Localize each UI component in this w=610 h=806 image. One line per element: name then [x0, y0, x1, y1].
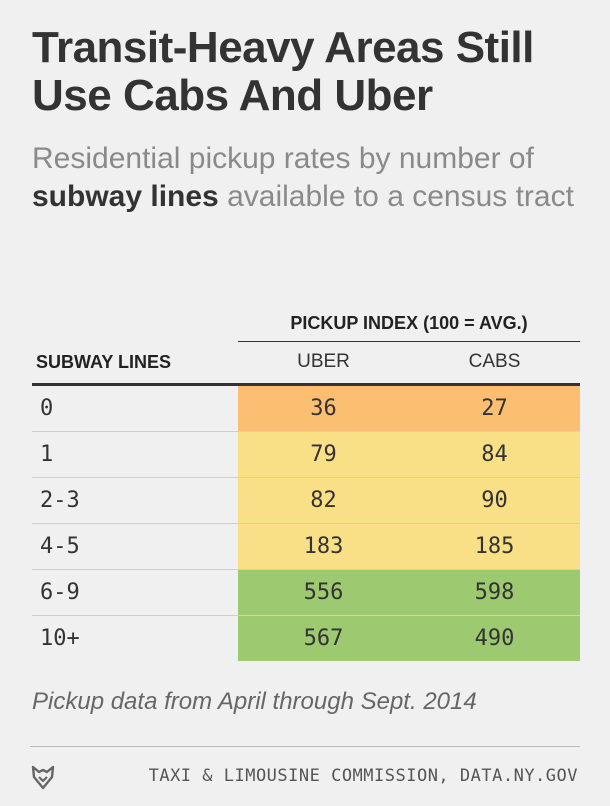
table-row: 2-3 82 90	[32, 478, 580, 524]
subway-lines-cell: 1	[40, 442, 54, 467]
uber-index-cell: 79	[310, 442, 337, 467]
table-row: 4-5 183 185	[32, 524, 580, 570]
fivethirtyeight-fox-icon	[31, 765, 55, 790]
pickup-index-table: PICKUP INDEX (100 = AVG.) SUBWAY LINES U…	[32, 305, 580, 665]
subway-lines-cell: 6-9	[40, 580, 80, 605]
uber-index-cell: 556	[303, 580, 344, 605]
cabs-index-cell: 185	[474, 534, 515, 559]
index-color-band	[238, 570, 580, 615]
cabs-index-cell: 27	[481, 396, 508, 421]
table-body: 0 36 27 1 79 84 2-3 82 90 4-5 183 185 6-9 556 598 10+ 56…	[32, 386, 580, 661]
uber-index-cell: 82	[310, 488, 337, 513]
index-color-band	[238, 616, 580, 661]
table-row: 10+ 567 490	[32, 616, 580, 661]
cabs-index-cell: 598	[474, 580, 515, 605]
chart-subtitle: Residential pickup rates by number of su…	[32, 140, 592, 216]
subtitle-text-1: Residential pickup rates by number of	[32, 142, 534, 175]
index-color-band	[238, 478, 580, 523]
index-color-band	[238, 524, 580, 569]
subtitle-emphasis: subway lines	[32, 180, 219, 213]
table-row: 1 79 84	[32, 432, 580, 478]
table-row: 6-9 556 598	[32, 570, 580, 616]
group-header: PICKUP INDEX (100 = AVG.)	[238, 305, 580, 342]
uber-index-cell: 183	[303, 534, 344, 559]
table-row: 0 36 27	[32, 386, 580, 432]
data-note: Pickup data from April through Sept. 201…	[32, 688, 477, 715]
header-rule	[32, 383, 580, 386]
subway-lines-cell: 2-3	[40, 488, 80, 513]
column-header-subway-lines: SUBWAY LINES	[36, 352, 172, 372]
uber-index-cell: 36	[310, 396, 337, 421]
chart-title: Transit-Heavy Areas Still Use Cabs And U…	[32, 23, 534, 120]
cabs-index-cell: 84	[481, 442, 508, 467]
subway-lines-cell: 10+	[40, 626, 80, 651]
column-header-cabs: CABS	[468, 351, 521, 372]
cabs-index-cell: 490	[474, 626, 515, 651]
cabs-index-cell: 90	[481, 488, 508, 513]
source-credit: TAXI & LIMOUSINE COMMISSION, DATA.NY.GOV	[148, 766, 578, 786]
subway-lines-cell: 0	[40, 396, 54, 421]
index-color-band	[238, 386, 580, 431]
column-header-uber: UBER	[297, 351, 350, 372]
index-color-band	[238, 432, 580, 477]
footer-divider	[30, 746, 580, 747]
uber-index-cell: 567	[303, 626, 344, 651]
subway-lines-cell: 4-5	[40, 534, 80, 559]
subtitle-text-2: available to a census tract	[218, 180, 574, 213]
